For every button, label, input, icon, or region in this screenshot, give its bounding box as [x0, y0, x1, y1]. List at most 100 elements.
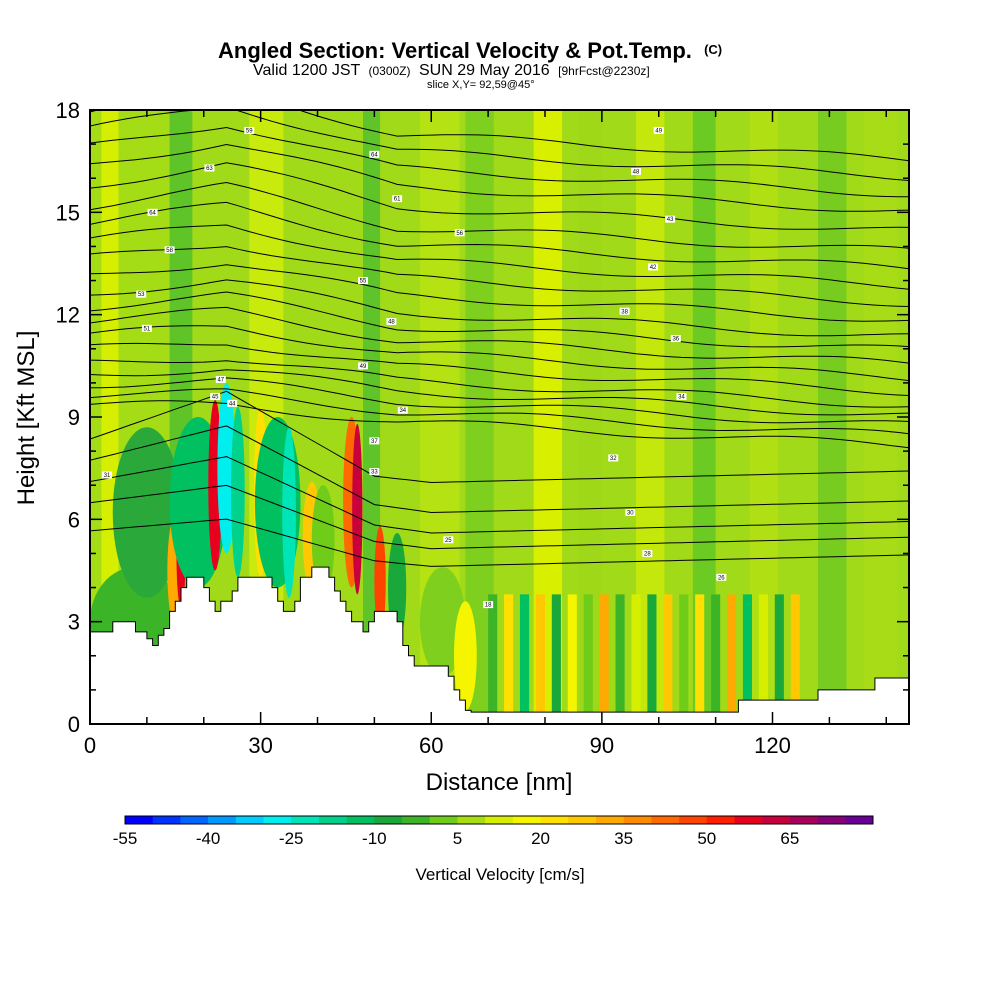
y-tick-label: 9 [68, 405, 80, 430]
field-stripe [583, 594, 593, 724]
contour-label-bg [386, 317, 397, 325]
contour-label: 26 [718, 575, 725, 581]
colorbar-tick-label: -25 [279, 829, 304, 848]
colorbar-swatch [263, 816, 292, 824]
field-stripe [535, 594, 545, 724]
x-tick-label: 0 [84, 733, 96, 758]
colorbar-swatch [679, 816, 708, 824]
contour-label-bg [369, 468, 380, 476]
colorbar-tick-label: 5 [453, 829, 462, 848]
colorbar-swatch [374, 816, 403, 824]
field-stripe [695, 594, 705, 724]
colorbar-swatch [762, 816, 791, 824]
theta-contour [90, 456, 909, 534]
contour-label: 49 [360, 364, 367, 370]
contour-label-bg [102, 471, 113, 479]
contour-label-bg [204, 164, 215, 172]
contour-label: 49 [655, 128, 662, 134]
x-tick-label: 90 [590, 733, 614, 758]
contour-label-bg [454, 229, 465, 237]
contour-label-bg [653, 126, 664, 134]
field-stripe [567, 594, 577, 724]
contour-label-bg [215, 375, 226, 383]
colorbar-swatch [180, 816, 209, 824]
y-tick-label: 0 [68, 712, 80, 737]
theta-contour [90, 264, 909, 322]
field-stripe [504, 594, 514, 724]
contour-label: 64 [149, 210, 156, 216]
contour-label-bg [392, 195, 403, 203]
contour-label: 45 [212, 395, 219, 401]
colorbar-label: Vertical Velocity [cm/s] [415, 865, 584, 884]
field-stripe [679, 594, 689, 724]
y-axis-label: Height [Kft MSL] [13, 331, 40, 506]
theta-contour [90, 369, 909, 416]
colorbar-swatch [208, 816, 237, 824]
colorbar-swatch [235, 816, 264, 824]
colorbar-swatch [429, 816, 458, 824]
field-stripe [551, 594, 561, 724]
colorbar-tick-label: 35 [614, 829, 633, 848]
contour-label: 58 [166, 248, 173, 254]
chart-title-main: Angled Section: Vertical Velocity & Pot.… [218, 38, 692, 63]
colorbar-swatch [512, 816, 541, 824]
colorbar-swatch [568, 816, 597, 824]
contour-label-bg [716, 573, 727, 581]
field-stripe [727, 594, 737, 724]
contour-label-bg [676, 393, 687, 401]
field-band [101, 110, 119, 724]
valid-date: SUN 29 May 2016 [419, 62, 550, 79]
colorbar-swatch [152, 816, 181, 824]
contour-label: 55 [360, 279, 367, 285]
contour-label-bg [358, 277, 368, 285]
theta-contour [90, 126, 909, 198]
theta-contour [90, 390, 909, 484]
field-stripe [758, 594, 768, 724]
contour-label: 42 [650, 265, 657, 271]
y-tick-label: 12 [56, 303, 80, 328]
field-stripe [631, 594, 641, 724]
field-cell [217, 382, 236, 554]
field-band [818, 110, 847, 724]
contour-label-bg [164, 246, 175, 254]
contour-label: 59 [246, 128, 253, 134]
y-tick-label: 6 [68, 507, 80, 532]
y-tick-label: 3 [68, 610, 80, 635]
field-stripe [519, 594, 530, 724]
contour-label-bg [631, 167, 641, 175]
colorbar-swatch [623, 816, 652, 824]
contour-label-bg [358, 362, 368, 370]
field-stripe [742, 594, 753, 724]
field-band [579, 110, 602, 724]
colorbar-tick-label: 20 [531, 829, 550, 848]
colorbar-tick-labels: -55 -40 -25 -10 5 20 35 50 65 [113, 829, 800, 848]
theta-contour [90, 162, 909, 230]
terrain-mask [90, 566, 909, 724]
colorbar-tick-label: 65 [780, 829, 799, 848]
field-cell [374, 526, 386, 636]
contour-label: 34 [678, 395, 685, 401]
field-stripe [711, 594, 721, 724]
colorbar-tick-label: -10 [362, 829, 387, 848]
theta-contour [90, 400, 909, 449]
contour-label-bg [397, 406, 408, 414]
contour-label-bg [608, 454, 619, 462]
theta-contour [90, 279, 909, 337]
x-axis-label: Distance [nm] [426, 769, 573, 796]
theta-contour [90, 110, 909, 181]
contour-label: 56 [456, 231, 463, 237]
colorbar-swatch [291, 816, 320, 824]
contour-label-bg [136, 290, 147, 298]
x-tick-label: 120 [754, 733, 791, 758]
theta-contour [90, 291, 909, 348]
colorbar-swatch [346, 816, 375, 824]
colorbar-swatch [457, 816, 486, 824]
field-stripe [488, 594, 498, 724]
theta-contour [90, 201, 909, 270]
contour-labels: 59 64 63 61 64 56 58 55 53 48 51 49 47 45 44 34 37 33 31 25… [102, 126, 727, 609]
field-cell [454, 601, 477, 711]
contour-label: 51 [144, 326, 151, 332]
slice-info: slice X,Y= 92,59@45° [427, 79, 535, 91]
x-tick-label: 30 [248, 733, 272, 758]
